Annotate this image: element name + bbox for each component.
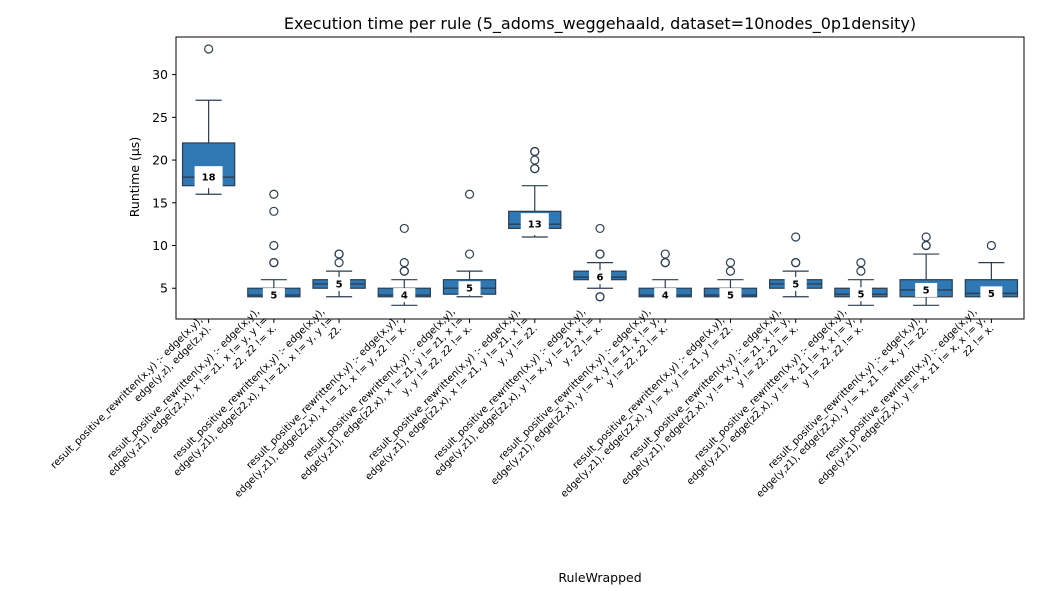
box-group: 18: [181, 44, 236, 195]
box-group: 5: [899, 232, 953, 306]
outlier-point: [530, 155, 540, 165]
median-label: 4: [662, 291, 669, 302]
box-group: 4: [638, 249, 692, 303]
outlier-point: [269, 189, 279, 199]
outlier-point: [464, 249, 475, 259]
box-group: 5: [442, 189, 497, 298]
y-tick-label: 30: [152, 67, 168, 82]
median-label: 5: [923, 285, 930, 296]
outlier-point: [595, 223, 605, 234]
box-group: 5: [703, 258, 758, 303]
median-label-bg: [849, 287, 872, 302]
outlier-point: [204, 44, 214, 54]
outlier-point: [399, 266, 409, 276]
median-label-bg: [458, 281, 481, 296]
box-group: 5: [768, 232, 823, 298]
median-label-bg: [589, 270, 611, 285]
median-label: 18: [202, 173, 216, 184]
median-label-bg: [194, 166, 223, 189]
outlier-point: [530, 146, 540, 157]
outlier-point: [399, 223, 409, 234]
median-label: 5: [727, 291, 734, 302]
y-tick-label: 25: [152, 110, 168, 125]
median-label-bg: [980, 286, 1003, 301]
outlier-point: [660, 258, 670, 268]
median-label-bg: [915, 282, 938, 297]
outlier-point: [856, 266, 866, 276]
y-axis-label: Runtime (µs): [127, 137, 142, 217]
median-label-bg: [719, 288, 742, 303]
outlier-point: [921, 232, 931, 242]
median-label: 5: [857, 290, 864, 301]
outlier-point: [334, 249, 344, 259]
outlier-point: [530, 164, 540, 174]
outlier-point: [921, 240, 931, 251]
median-label: 5: [792, 279, 799, 290]
median-label-bg: [520, 213, 549, 236]
outlier-point: [725, 258, 736, 268]
outlier-point: [595, 249, 605, 259]
outlier-point: [791, 232, 801, 242]
median-label: 6: [597, 273, 604, 284]
median-label: 5: [270, 291, 277, 302]
outlier-point: [660, 249, 670, 259]
outlier-point: [595, 292, 605, 302]
box-group: 5: [312, 249, 366, 298]
outlier-point: [986, 240, 996, 251]
outlier-point: [334, 258, 344, 268]
median-label: 5: [988, 289, 995, 300]
box-group: 5: [247, 189, 301, 303]
y-tick-label: 20: [152, 153, 168, 168]
outlier-point: [269, 206, 279, 216]
median-label-bg: [262, 288, 285, 303]
y-tick-label: 15: [152, 195, 168, 210]
median-label-bg: [393, 288, 416, 303]
chart-title: Execution time per rule (5_adoms_weggeha…: [284, 14, 916, 34]
y-tick-label: 5: [160, 281, 168, 296]
median-label-bg: [328, 276, 351, 291]
outlier-point: [725, 266, 736, 276]
box-group: 13: [508, 146, 562, 238]
outlier-point: [269, 240, 279, 251]
box-group: 5: [834, 258, 888, 306]
outlier-point: [791, 258, 801, 268]
median-label: 4: [401, 291, 408, 302]
median-label-bg: [784, 276, 807, 291]
outlier-point: [399, 258, 409, 268]
outlier-point: [856, 258, 866, 268]
median-label: 5: [336, 279, 343, 290]
x-axis-label: RuleWrapped: [558, 570, 641, 585]
box-group: 6: [573, 223, 627, 302]
median-label: 13: [528, 220, 542, 231]
y-tick-label: 10: [152, 238, 168, 253]
median-label-bg: [654, 288, 677, 303]
box-group: 5: [964, 240, 1019, 301]
outlier-point: [464, 189, 475, 199]
median-label: 5: [466, 284, 473, 295]
box-group: 4: [377, 223, 432, 306]
outlier-point: [269, 258, 279, 268]
